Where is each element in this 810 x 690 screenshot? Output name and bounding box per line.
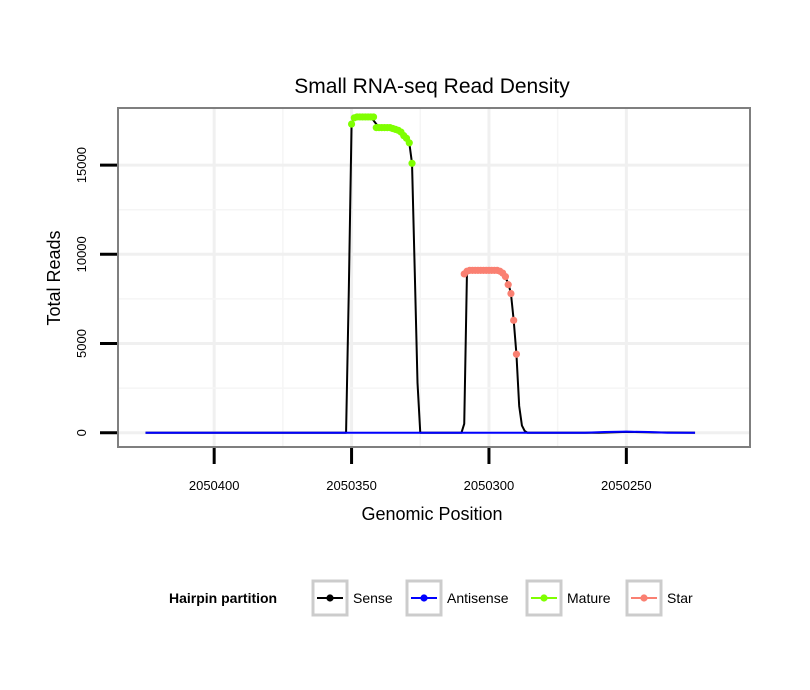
legend-key-point (540, 594, 548, 602)
legend-item-antisense: Antisense (405, 579, 509, 617)
x-tick-label: 2050250 (601, 478, 652, 493)
y-axis-title: Total Reads (44, 230, 64, 325)
chart-title: Small RNA-seq Read Density (294, 75, 570, 98)
star-point (507, 289, 515, 298)
mature-point (408, 159, 416, 167)
x-axis-title: Genomic Position (361, 504, 502, 524)
mature-point (405, 139, 413, 147)
x-axis: 2050400 2050350 2050300 2050250 (189, 448, 652, 493)
legend-item-star: Star (625, 579, 693, 617)
mature-point (369, 113, 378, 121)
y-axis: 0 5000 10000 15000 (74, 147, 117, 436)
legend: Hairpin partition Sense Antisense Mature St… (169, 579, 693, 617)
legend-label: Mature (567, 590, 611, 606)
legend-label: Antisense (447, 590, 509, 606)
x-tick-label: 2050350 (326, 478, 377, 493)
legend-key-point (326, 594, 334, 602)
legend-label: Sense (353, 590, 393, 606)
legend-label: Star (667, 590, 693, 606)
plot-panel-border (117, 107, 751, 448)
legend-title: Hairpin partition (169, 590, 277, 606)
star-point (504, 281, 512, 289)
y-tick-label: 15000 (74, 147, 89, 183)
x-tick-label: 2050300 (464, 478, 515, 493)
star-point (510, 316, 518, 324)
series-line-antisense (145, 430, 696, 434)
legend-key-point (640, 594, 648, 602)
star-point (512, 350, 521, 358)
legend-item-mature: Mature (525, 579, 611, 617)
series-points (347, 113, 521, 358)
y-tick-label: 5000 (74, 329, 89, 358)
legend-items: Sense Antisense Mature Star (311, 579, 693, 617)
legend-key-point (420, 594, 428, 602)
mature-point (347, 120, 356, 128)
x-tick-label: 2050400 (189, 478, 240, 493)
star-point (501, 273, 510, 281)
y-tick-label: 0 (74, 429, 89, 436)
y-tick-label: 10000 (74, 236, 89, 272)
legend-item-sense: Sense (311, 579, 393, 617)
